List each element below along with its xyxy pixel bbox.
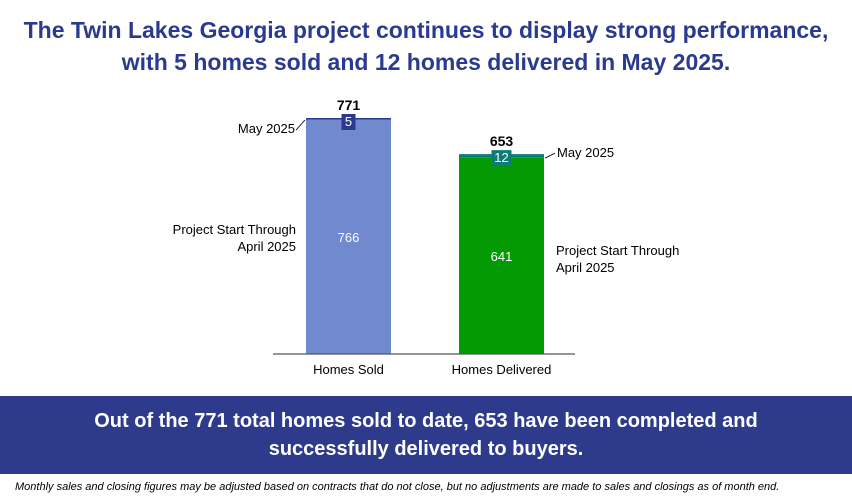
headline-line-2: with 5 homes sold and 12 homes delivered…: [121, 49, 731, 75]
homes-delivered-total-label: 653: [490, 133, 514, 149]
homes-delivered-may-leader: [544, 152, 556, 159]
homes-sold-may-leader: [295, 119, 306, 131]
headline-line-1: The Twin Lakes Georgia project continues…: [23, 17, 829, 43]
homes-sold-may-value-box: [341, 114, 356, 130]
summary-banner: Out of the 771 total homes sold to date,…: [0, 396, 852, 474]
homes-delivered-may-value-box: [491, 150, 512, 167]
homes-sold-base-bar: [306, 119, 391, 354]
summary-line-2: successfully delivered to buyers.: [268, 438, 584, 460]
homes-sold-may-annotation: May 2025: [238, 121, 295, 136]
homes-delivered-base-bar: [459, 157, 544, 354]
headline: The Twin Lakes Georgia project continues…: [0, 14, 852, 78]
homes-delivered-category-label: Homes Delivered: [452, 362, 552, 377]
homes-sold-total-label: 771: [337, 97, 361, 113]
homes-delivered-may-value-label: 12: [494, 150, 508, 165]
summary-line-1: Out of the 771 total homes sold to date,…: [94, 410, 758, 432]
homes-sold-category-label: Homes Sold: [313, 362, 384, 377]
homes-delivered-base-annotation: Project Start Through April 2025: [556, 243, 679, 275]
homes-sold-base-annotation: Project Start Through April 2025: [173, 222, 296, 254]
homes-sold-base-value-label: 766: [338, 230, 360, 245]
homes-delivered-base-value-label: 641: [491, 249, 513, 264]
footnote: Monthly sales and closing figures may be…: [15, 481, 780, 493]
homes-delivered-may-annotation: May 2025: [557, 145, 614, 160]
homes-sold-may-value-label: 5: [345, 114, 352, 129]
